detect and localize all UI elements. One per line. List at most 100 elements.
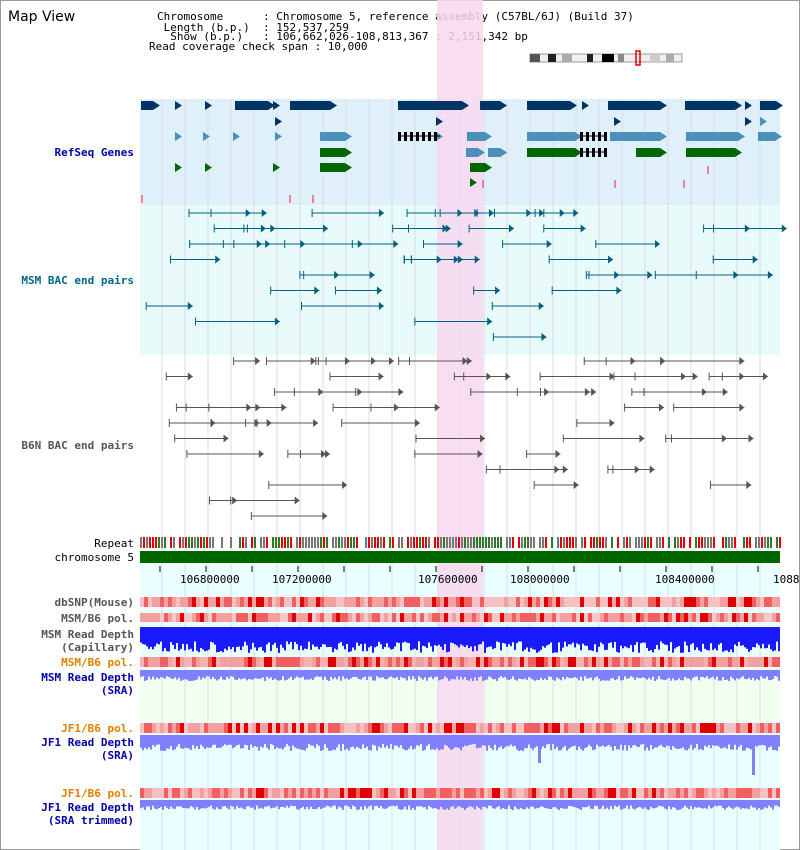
heat-cell bbox=[432, 613, 436, 622]
repeat-mark bbox=[320, 537, 322, 548]
heat-cell bbox=[592, 723, 596, 733]
depth-bar bbox=[248, 800, 250, 807]
bac-end bbox=[609, 372, 615, 381]
heat-cell bbox=[380, 613, 384, 622]
heat-cell bbox=[292, 788, 296, 798]
heat-cell bbox=[688, 597, 692, 607]
depth-bar bbox=[472, 670, 474, 681]
heat-cell bbox=[772, 613, 776, 622]
repeat-mark bbox=[530, 537, 532, 548]
heat-cell bbox=[412, 723, 416, 733]
repeat-mark bbox=[503, 537, 505, 548]
depth-bar bbox=[350, 735, 352, 748]
gene-exon bbox=[398, 132, 401, 141]
depth-bar bbox=[352, 627, 354, 648]
repeat-mark bbox=[584, 537, 586, 548]
heat-cell bbox=[300, 657, 304, 667]
heat-cell bbox=[224, 657, 228, 667]
track-label-b6n-bac[interactable]: B6N BAC end pairs bbox=[21, 439, 134, 452]
depth-bar bbox=[456, 735, 458, 748]
heat-cell bbox=[512, 597, 516, 607]
repeat-mark bbox=[413, 537, 415, 548]
depth-bar bbox=[218, 735, 220, 748]
heat-cell bbox=[304, 613, 308, 622]
track-label-msm-depth-capillary[interactable]: MSM Read Depth bbox=[41, 628, 134, 641]
depth-bar bbox=[716, 800, 718, 807]
depth-bar bbox=[556, 670, 558, 678]
heat-cell bbox=[696, 597, 700, 607]
repeat-mark bbox=[269, 537, 271, 548]
bac-end bbox=[294, 496, 300, 505]
depth-bar bbox=[726, 627, 728, 651]
track-label-jf1-trimmed[interactable]: JF1 Read Depth bbox=[41, 801, 134, 814]
depth-bar bbox=[290, 627, 292, 642]
gene-arrow bbox=[660, 101, 667, 110]
repeat-mark bbox=[593, 537, 595, 548]
track-label-refseq-genes[interactable]: RefSeq Genes bbox=[54, 146, 134, 159]
depth-bar bbox=[294, 735, 296, 748]
heat-cell bbox=[148, 597, 152, 607]
depth-bar bbox=[440, 627, 442, 647]
depth-bar bbox=[692, 735, 694, 750]
bac-end bbox=[573, 481, 579, 489]
heat-cell bbox=[552, 613, 556, 622]
heat-cell bbox=[600, 723, 604, 733]
repeat-mark bbox=[185, 537, 187, 548]
depth-bar bbox=[330, 670, 332, 677]
heat-cell bbox=[616, 788, 620, 798]
heat-cell bbox=[368, 657, 372, 667]
depth-bar bbox=[416, 735, 418, 746]
track-label-jf1-depth[interactable]: JF1 Read Depth bbox=[41, 736, 134, 749]
track-label-msm-depth-sra[interactable]: MSM Read Depth bbox=[41, 671, 134, 684]
depth-bar bbox=[532, 800, 534, 807]
ideogram-band bbox=[602, 54, 614, 62]
repeat-mark bbox=[359, 537, 361, 548]
track-label-msm-bac[interactable]: MSM BAC end pairs bbox=[21, 274, 134, 287]
gene-arrow bbox=[330, 101, 337, 110]
bac-end bbox=[487, 317, 493, 326]
depth-bar bbox=[278, 670, 280, 681]
depth-bar bbox=[296, 670, 298, 677]
heat-cell bbox=[288, 613, 292, 622]
track-label-dbsnp[interactable]: dbSNP(Mouse) bbox=[54, 596, 134, 609]
heat-cell bbox=[708, 788, 712, 798]
repeat-mark bbox=[617, 537, 619, 548]
repeat-mark bbox=[737, 537, 739, 548]
depth-bar bbox=[652, 627, 654, 653]
depth-bar bbox=[490, 800, 492, 806]
depth-bar bbox=[520, 627, 522, 642]
depth-bar bbox=[592, 670, 594, 681]
depth-bar bbox=[238, 735, 240, 745]
depth-bar bbox=[312, 735, 314, 746]
depth-bar bbox=[740, 800, 742, 810]
heat-cell bbox=[436, 723, 440, 733]
depth-bar bbox=[366, 627, 368, 652]
track-label-msm-b6-pol-2[interactable]: MSM/B6 pol. bbox=[61, 656, 134, 669]
heat-cell bbox=[444, 597, 448, 607]
heat-cell bbox=[428, 657, 432, 667]
heat-cell bbox=[292, 723, 296, 733]
depth-bar bbox=[684, 800, 686, 806]
heat-cell bbox=[376, 613, 380, 622]
repeat-mark bbox=[566, 537, 568, 548]
depth-bar bbox=[526, 800, 528, 808]
track-label-jf1-pol-1[interactable]: JF1/B6 pol. bbox=[61, 722, 134, 735]
heat-cell bbox=[636, 613, 640, 622]
heat-cell bbox=[396, 613, 400, 622]
depth-bar bbox=[146, 670, 148, 680]
gene-marker bbox=[312, 195, 314, 203]
repeat-mark bbox=[299, 537, 301, 548]
heat-cell bbox=[680, 723, 684, 733]
depth-bar bbox=[534, 627, 536, 650]
heat-cell bbox=[240, 597, 244, 607]
track-label-jf1-pol-2[interactable]: JF1/B6 pol. bbox=[61, 787, 134, 800]
bac-end bbox=[457, 255, 463, 264]
heat-cell bbox=[756, 613, 760, 622]
repeat-mark bbox=[626, 537, 628, 548]
gene-arrow bbox=[275, 132, 282, 141]
heat-cell bbox=[264, 597, 268, 607]
track-label-msm-b6-pol-1[interactable]: MSM/B6 pol. bbox=[61, 612, 134, 625]
depth-bar bbox=[508, 800, 510, 806]
heat-cell bbox=[544, 613, 548, 622]
